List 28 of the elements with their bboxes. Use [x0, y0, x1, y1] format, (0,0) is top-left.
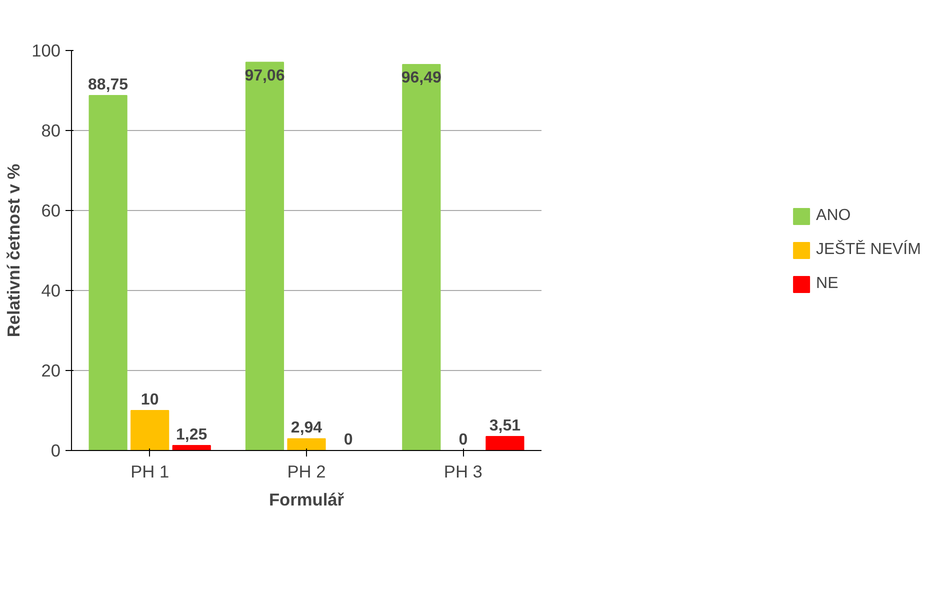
data-label: 1,25: [176, 426, 208, 444]
y-tick-label: 80: [41, 120, 61, 140]
data-label: 0: [344, 432, 353, 448]
data-label: 10: [140, 392, 159, 408]
bar: [130, 410, 170, 450]
x-tick-label: PH 2: [287, 462, 326, 482]
x-axis-title: Formulář: [268, 490, 344, 510]
bar: [245, 62, 284, 450]
bar: [402, 64, 441, 450]
y-tick-label: 40: [41, 280, 61, 300]
legend-label: NE: [816, 275, 838, 293]
legend-label: ANO: [816, 207, 851, 225]
data-label: 2,94: [290, 420, 322, 437]
y-tick-label: 0: [50, 440, 61, 460]
bar: [287, 438, 326, 450]
y-tick-label: 60: [41, 200, 61, 220]
y-axis-title: Relativní četnost v %: [4, 164, 24, 338]
y-tick-label: 20: [41, 360, 61, 380]
bar: [88, 95, 128, 450]
data-label: 3,51: [489, 417, 521, 434]
x-tick-label: PH 1: [130, 462, 170, 482]
x-tick-label: PH 3: [444, 462, 482, 482]
bar: [486, 436, 524, 450]
data-label: 0: [458, 432, 468, 448]
legend-label: JEŠTĚ NEVÍM: [816, 241, 921, 259]
bar: [172, 445, 211, 450]
data-label: 88,75: [88, 76, 128, 94]
y-tick-label: 100: [32, 40, 61, 60]
